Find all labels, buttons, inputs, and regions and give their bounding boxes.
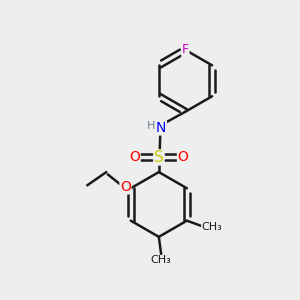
Text: O: O xyxy=(178,150,188,164)
Text: F: F xyxy=(182,44,189,56)
Text: CH₃: CH₃ xyxy=(202,222,222,232)
Text: CH₃: CH₃ xyxy=(151,255,172,266)
Text: H: H xyxy=(147,121,156,130)
Text: O: O xyxy=(129,150,140,164)
Text: S: S xyxy=(154,150,164,165)
Text: O: O xyxy=(120,180,131,194)
Text: N: N xyxy=(156,121,166,135)
